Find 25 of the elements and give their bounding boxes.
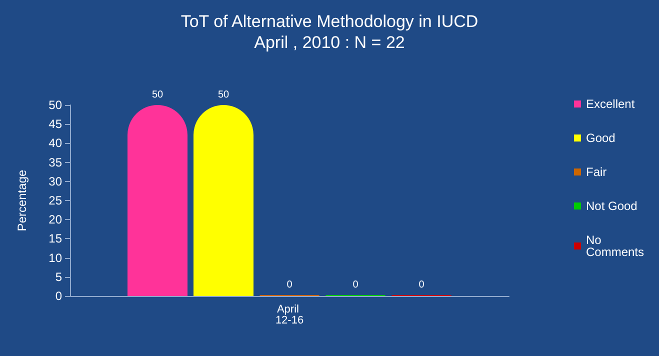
data-label: 0 — [418, 280, 425, 290]
y-tick-label: 0 — [55, 289, 62, 303]
y-tick-label: 25 — [48, 194, 62, 208]
data-label: 50 — [152, 90, 164, 100]
chart-subtitle: April , 2010 : N = 22 — [254, 33, 405, 52]
x-tick-label: April 12-16 — [275, 304, 304, 326]
y-tick-label: 5 — [55, 270, 62, 284]
y-tick-label: 15 — [48, 232, 62, 246]
y-tick-label: 40 — [48, 136, 62, 150]
legend-label: Not Good — [586, 199, 638, 213]
legend-label: Fair — [586, 165, 607, 179]
legend-label: Excellent — [586, 97, 636, 111]
legend-label: Good — [586, 131, 616, 145]
y-tick-label: 35 — [48, 155, 62, 170]
y-tick-label: 50 — [48, 98, 62, 112]
y-axis-title: Percentage — [15, 169, 29, 232]
data-label: 0 — [286, 280, 293, 290]
y-tick-label: 30 — [48, 174, 62, 188]
y-tick-label: 45 — [48, 117, 62, 132]
y-tick-label: 20 — [48, 212, 62, 227]
chart-title: ToT of Alternative Methodology in IUCD — [180, 12, 478, 31]
legend-label: No Comments — [586, 233, 644, 259]
data-label: 50 — [218, 90, 230, 100]
data-label: 0 — [352, 280, 359, 290]
y-tick-label: 10 — [48, 250, 62, 265]
